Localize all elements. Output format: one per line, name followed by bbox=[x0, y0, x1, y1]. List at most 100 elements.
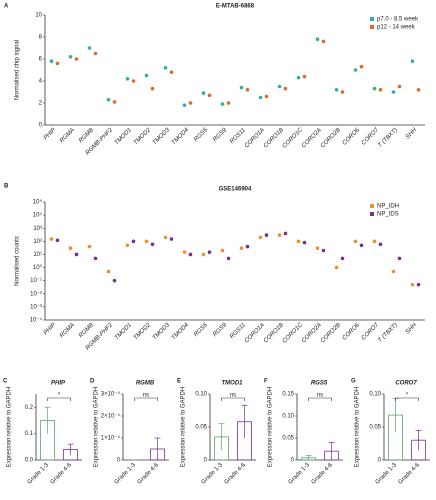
data-point bbox=[391, 90, 396, 94]
x-tick-label: Grade 4-6 bbox=[137, 462, 161, 486]
y-tick-label: 0.15 bbox=[282, 392, 294, 398]
x-tick-label: CORO2B bbox=[320, 127, 342, 149]
y-tick-label: 2×10⁻⁴ bbox=[101, 413, 121, 420]
data-point bbox=[277, 84, 282, 89]
panel-letter: D bbox=[90, 379, 95, 385]
data-point bbox=[410, 59, 415, 63]
significance-bracket bbox=[134, 397, 158, 401]
data-point bbox=[131, 239, 136, 244]
x-tick-label: RGS11 bbox=[229, 322, 247, 340]
panel-letter: G bbox=[351, 379, 356, 385]
data-point bbox=[74, 57, 79, 61]
data-point bbox=[49, 237, 54, 241]
y-tick-label: 10¹ bbox=[33, 252, 42, 258]
data-point bbox=[74, 252, 79, 257]
x-tick-label: Grade 1-3 bbox=[114, 462, 138, 486]
y-tick-label: 0 bbox=[378, 458, 382, 464]
significance-label: * bbox=[406, 393, 409, 399]
data-point bbox=[226, 256, 231, 261]
chart-title: PHIP bbox=[51, 381, 66, 387]
x-tick-label: RGS9 bbox=[212, 322, 228, 338]
legend-label: p12 - 14 week bbox=[377, 25, 416, 31]
data-point bbox=[264, 233, 269, 237]
legend-label: NP_IDH bbox=[377, 204, 399, 210]
data-point bbox=[125, 77, 130, 81]
y-tick-label: 0.05 bbox=[195, 425, 207, 431]
x-tick-label: TMOD4 bbox=[171, 322, 191, 342]
data-point bbox=[239, 246, 244, 250]
y-tick-label: 10³ bbox=[33, 226, 42, 232]
data-point bbox=[125, 243, 130, 248]
data-point bbox=[353, 239, 358, 244]
x-tick-label: RGS5 bbox=[193, 127, 209, 143]
data-point bbox=[55, 238, 60, 243]
y-tick-label: 10⁻⁴ bbox=[30, 317, 43, 324]
x-tick-label: SHH bbox=[405, 127, 419, 141]
x-tick-label: TMOD1 bbox=[114, 322, 133, 341]
chart-title: RGS5 bbox=[311, 381, 328, 387]
significance-bracket bbox=[221, 397, 245, 401]
legend-label: NP_IDS bbox=[377, 212, 399, 218]
x-tick-label: TMOD4 bbox=[171, 127, 191, 147]
significance-label: ns bbox=[317, 393, 323, 399]
x-tick-label: TMOD2 bbox=[133, 127, 153, 147]
y-tick-label: 0 bbox=[117, 458, 121, 464]
y-tick-label: 0.05 bbox=[369, 425, 381, 431]
y-axis-label: Normalised chip signal bbox=[15, 40, 21, 100]
data-point bbox=[264, 94, 269, 99]
y-tick-label: 10⁻² bbox=[30, 291, 42, 297]
data-point bbox=[334, 265, 339, 270]
data-point bbox=[239, 85, 244, 90]
data-point bbox=[372, 239, 377, 244]
significance-bracket bbox=[308, 397, 332, 401]
x-tick-label: CORO6 bbox=[342, 127, 362, 147]
data-point bbox=[68, 55, 73, 59]
data-point bbox=[87, 244, 92, 249]
data-point bbox=[93, 256, 98, 261]
data-point bbox=[378, 242, 383, 247]
chart-title: TMOD1 bbox=[222, 381, 244, 387]
x-tick-label: RGMA bbox=[59, 127, 76, 144]
significance-label: ns bbox=[230, 393, 236, 399]
significance-label: * bbox=[58, 393, 61, 399]
y-tick-label: 6 bbox=[39, 57, 43, 63]
x-tick-label: PHIP bbox=[43, 322, 57, 336]
y-tick-label: 10⁵ bbox=[33, 199, 43, 206]
data-point bbox=[245, 244, 250, 249]
panel-letter: B bbox=[4, 184, 9, 190]
data-point bbox=[49, 59, 54, 63]
data-point bbox=[220, 248, 225, 253]
x-tick-label: PHIP bbox=[43, 127, 57, 141]
y-tick-label: 8 bbox=[39, 35, 43, 41]
y-tick-label: 3×10⁻⁴ bbox=[101, 391, 121, 398]
y-tick-label: 10² bbox=[33, 239, 42, 245]
data-point bbox=[163, 235, 168, 240]
data-point bbox=[378, 88, 383, 92]
x-tick-label: RGMA bbox=[59, 322, 76, 339]
data-point bbox=[416, 88, 421, 92]
x-tick-label: Grade 1-3 bbox=[375, 462, 399, 486]
legend-swatch bbox=[370, 204, 374, 208]
data-point bbox=[182, 103, 187, 107]
panel-letter: E bbox=[177, 379, 181, 385]
panel-letter: F bbox=[264, 379, 268, 385]
x-tick-label: RGMB bbox=[78, 322, 95, 339]
y-tick-label: 0 bbox=[204, 458, 208, 464]
significance-bracket bbox=[47, 397, 71, 401]
panel-letter: A bbox=[4, 4, 9, 10]
data-point bbox=[245, 88, 250, 92]
data-point bbox=[68, 246, 73, 250]
y-tick-label: 10⁻³ bbox=[30, 304, 42, 310]
x-tick-label: T (TBXT) bbox=[377, 322, 399, 344]
y-axis-label: Expression relative to GAPDH bbox=[181, 387, 187, 467]
x-tick-label: TMOD1 bbox=[114, 127, 133, 146]
data-point bbox=[302, 240, 307, 245]
y-tick-label: 0.05 bbox=[282, 436, 294, 442]
data-point bbox=[321, 39, 326, 44]
data-point bbox=[359, 64, 364, 69]
x-tick-label: Grade 1-3 bbox=[27, 462, 51, 486]
data-point bbox=[391, 269, 396, 274]
x-tick-label: Grade 4-6 bbox=[224, 462, 248, 486]
x-tick-label: CORO6 bbox=[342, 322, 362, 342]
x-tick-label: Grade 4-6 bbox=[398, 462, 422, 486]
